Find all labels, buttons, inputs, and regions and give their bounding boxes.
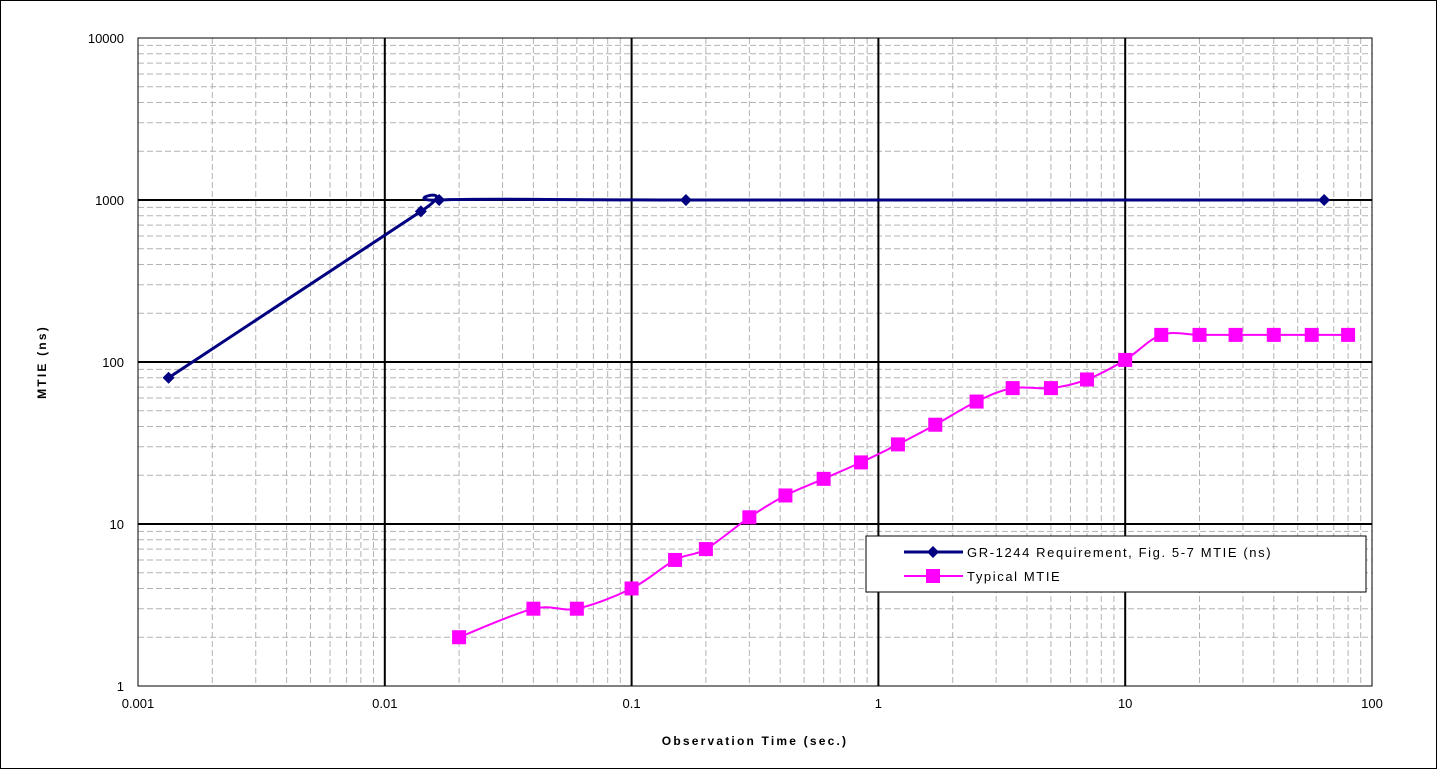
data-point-marker: [1266, 327, 1281, 342]
data-point-marker: [1043, 381, 1058, 396]
series-2: [452, 327, 1356, 645]
data-point-marker: [1005, 381, 1020, 396]
data-point-marker: [928, 417, 943, 432]
data-point-marker: [1154, 327, 1169, 342]
legend-label: Typical MTIE: [967, 569, 1061, 584]
y-tick-label: 10: [110, 517, 124, 532]
legend-box: [865, 535, 1367, 593]
data-point-marker: [668, 552, 683, 567]
data-point-marker: [1228, 327, 1243, 342]
legend-marker: [926, 569, 940, 583]
x-tick-label: 100: [1361, 696, 1383, 711]
x-tick-label: 0.01: [372, 696, 397, 711]
data-point-marker: [853, 455, 868, 470]
legend-label: GR-1244 Requirement, Fig. 5-7 MTIE (ns): [967, 545, 1272, 560]
data-point-marker: [778, 488, 793, 503]
x-tick-label: 0.1: [623, 696, 641, 711]
data-point-marker: [1318, 194, 1331, 206]
data-point-marker: [679, 194, 692, 206]
data-point-marker: [890, 437, 905, 452]
data-point-marker: [1304, 327, 1319, 342]
data-point-marker: [1118, 352, 1133, 367]
data-point-marker: [162, 371, 175, 384]
x-tick-label: 0.001: [122, 696, 155, 711]
x-tick-labels: 0.001 0.01 0.1 1 10 100: [122, 696, 1383, 711]
y-tick-label: 1: [117, 679, 124, 694]
x-axis-title: Observation Time (sec.): [662, 734, 848, 748]
data-point-marker: [698, 542, 713, 557]
data-point-marker: [969, 394, 984, 409]
data-point-marker: [414, 205, 427, 218]
y-tick-label: 1000: [95, 193, 124, 208]
data-point-marker: [1341, 327, 1356, 342]
data-point-marker: [742, 510, 757, 525]
x-tick-label: 10: [1118, 696, 1132, 711]
legend-marker: [927, 546, 939, 558]
data-point-marker: [452, 630, 467, 645]
y-tick-label: 100: [102, 355, 124, 370]
data-point-marker: [433, 194, 446, 206]
legend: GR-1244 Requirement, Fig. 5-7 MTIE (ns) T…: [865, 535, 1367, 593]
data-point-marker: [624, 581, 639, 596]
y-tick-label: 10000: [88, 31, 124, 46]
y-axis-title: MTIE (ns): [35, 325, 49, 399]
x-tick-label: 1: [875, 696, 882, 711]
series-1: [162, 193, 1331, 384]
data-point-marker: [1079, 372, 1094, 387]
data-point-marker: [569, 601, 584, 616]
plot-area-border: [137, 37, 1373, 687]
y-tick-labels: 1 10 100 1000 10000: [88, 31, 124, 694]
data-point-marker: [1192, 327, 1207, 342]
series-line: [167, 193, 1325, 379]
data-point-marker: [526, 601, 541, 616]
series-layer: [162, 193, 1356, 645]
data-point-marker: [816, 471, 831, 486]
